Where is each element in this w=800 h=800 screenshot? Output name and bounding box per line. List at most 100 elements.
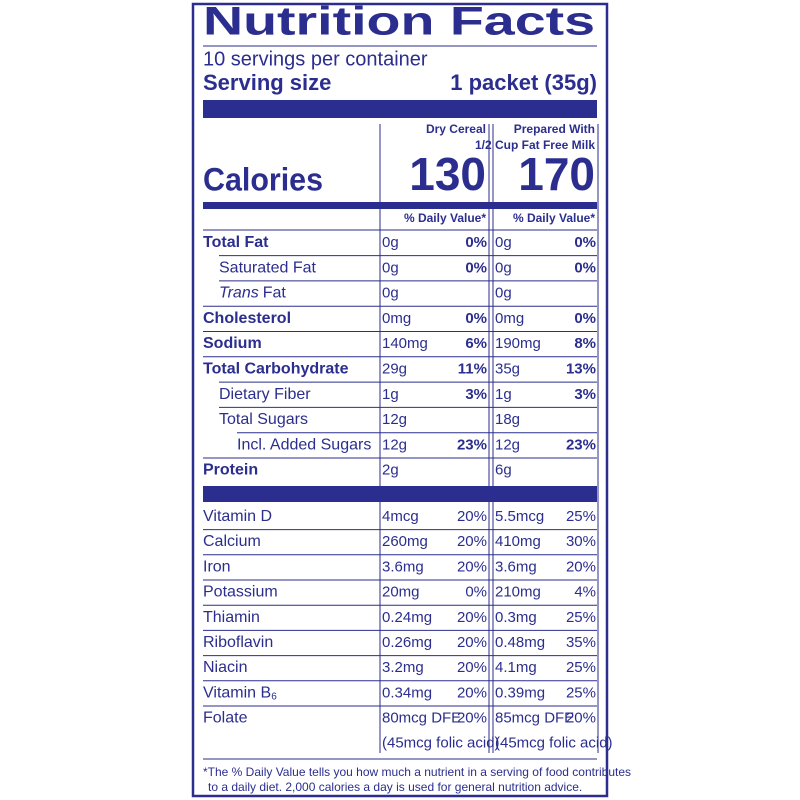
amount: 4mcg: [382, 508, 419, 525]
nutrient-name-sub: 6: [271, 691, 277, 702]
nutrient-name-text: Total Carbohydrate: [203, 361, 349, 378]
daily-value: 20%: [566, 558, 596, 575]
nutrient-name: Total Carbohydrate: [203, 361, 349, 378]
nutrient-name: Trans Fat: [219, 285, 286, 302]
amount: 0mg: [495, 310, 524, 327]
nutrient-name-text: Niacin: [203, 659, 247, 676]
nutrient-name-text: Total Sugars: [219, 411, 308, 428]
daily-value: 11%: [458, 360, 487, 377]
nutrient-name-text: Folate: [203, 710, 248, 727]
daily-value: 0%: [574, 310, 596, 327]
nutrient-name: Saturated Fat: [219, 260, 317, 277]
amount: 0.34mg: [382, 684, 432, 701]
amount-note: (45mcg folic acid): [495, 735, 613, 752]
nutrient-name-text: Potassium: [203, 584, 278, 601]
amount: 0g: [495, 259, 512, 276]
thick-bar: [203, 100, 597, 118]
daily-value: 20%: [566, 710, 596, 727]
dv-header: % Daily Value*: [404, 211, 486, 225]
amount: 0g: [382, 234, 399, 251]
amount: 85mcg DFE: [495, 710, 574, 727]
daily-value: 20%: [457, 634, 487, 651]
amount: 12g: [495, 436, 520, 453]
calories-value: 130: [409, 148, 486, 200]
calories-value: 170: [518, 148, 595, 200]
title: Nutrition Facts: [203, 0, 595, 44]
daily-value: 35%: [566, 634, 596, 651]
label-border: [191, 2, 609, 798]
amount: 0g: [382, 285, 399, 302]
nutrient-name: Total Fat: [203, 234, 269, 251]
daily-value: 6%: [465, 335, 487, 352]
nutrient-name: Cholesterol: [203, 310, 291, 327]
amount: 2g: [382, 462, 399, 479]
amount: 190mg: [495, 335, 541, 352]
amount: 0.39mg: [495, 684, 545, 701]
amount: 1g: [382, 386, 399, 403]
amount: 0mg: [382, 310, 411, 327]
amount: 0g: [495, 285, 512, 302]
amount: 12g: [382, 436, 407, 453]
amount: 140mg: [382, 335, 428, 352]
daily-value: 0%: [465, 234, 487, 251]
amount: 3.6mg: [382, 558, 424, 575]
nutrient-name-text: Incl. Added Sugars: [237, 437, 371, 454]
nutrient-name: Incl. Added Sugars: [237, 437, 371, 454]
daily-value: 23%: [566, 436, 596, 453]
amount: 6g: [495, 462, 512, 479]
nutrient-name: Niacin: [203, 659, 247, 676]
amount: 0g: [382, 259, 399, 276]
daily-value: 20%: [457, 609, 487, 626]
daily-value: 3%: [574, 386, 596, 403]
serving-size-value: 1 packet (35g): [450, 70, 597, 95]
nutrient-name-text: Saturated Fat: [219, 260, 317, 277]
nutrient-name-text: Total Fat: [203, 234, 269, 251]
daily-value: 13%: [566, 360, 596, 377]
amount: 29g: [382, 360, 407, 377]
nutrient-name-text: Cholesterol: [203, 310, 291, 327]
nutrient-name: Thiamin: [203, 609, 260, 626]
nutrient-name-text: Iron: [203, 559, 231, 576]
amount-note: (45mcg folic acid): [382, 735, 500, 752]
nutrient-name: Riboflavin: [203, 634, 273, 651]
serving-size-label: Serving size: [203, 70, 331, 95]
nutrient-name-text: Dietary Fiber: [219, 386, 311, 403]
medium-bar: [203, 202, 597, 209]
amount: 210mg: [495, 584, 541, 601]
amount: 0.26mg: [382, 634, 432, 651]
amount: 4.1mg: [495, 659, 537, 676]
column-header: Dry Cereal: [426, 122, 486, 136]
amount: 0.24mg: [382, 609, 432, 626]
amount: 0.3mg: [495, 609, 537, 626]
daily-value: 25%: [566, 508, 596, 525]
amount: 35g: [495, 360, 520, 377]
footnote: *The % Daily Value tells you how much a …: [203, 765, 631, 779]
amount: 18g: [495, 411, 520, 428]
daily-value: 20%: [457, 659, 487, 676]
daily-value: 23%: [457, 436, 487, 453]
amount: 0g: [495, 234, 512, 251]
daily-value: 30%: [566, 533, 596, 550]
amount: 12g: [382, 411, 407, 428]
amount: 0.48mg: [495, 634, 545, 651]
daily-value: 20%: [457, 533, 487, 550]
daily-value: 3%: [465, 386, 487, 403]
amount: 3.2mg: [382, 659, 424, 676]
amount: 5.5mcg: [495, 508, 544, 525]
nutrient-name: Sodium: [203, 335, 262, 352]
nutrient-name: Total Sugars: [219, 411, 308, 428]
amount: 260mg: [382, 533, 428, 550]
daily-value: 0%: [574, 234, 596, 251]
daily-value: 20%: [457, 558, 487, 575]
daily-value: 25%: [566, 684, 596, 701]
amount: 1g: [495, 386, 512, 403]
daily-value: 0%: [465, 310, 487, 327]
daily-value: 8%: [574, 335, 596, 352]
nutrient-name: Protein: [203, 462, 258, 479]
nutrient-name-text: Vitamin D: [203, 508, 272, 525]
daily-value: 25%: [566, 659, 596, 676]
thick-bar: [203, 486, 597, 502]
daily-value: 0%: [465, 584, 487, 601]
